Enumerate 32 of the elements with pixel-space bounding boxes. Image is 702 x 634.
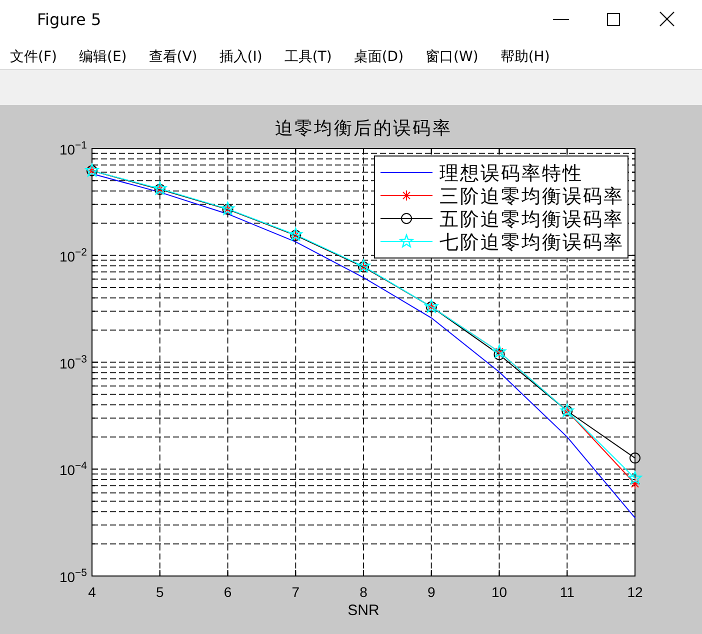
- x-tick-label: 9: [427, 584, 436, 600]
- chart-title: 迫零均衡后的误码率: [274, 118, 452, 139]
- legend-label: 理想误码率特性: [440, 162, 583, 184]
- x-tick-label: 4: [88, 584, 96, 600]
- text: 桌面(D): [354, 49, 404, 65]
- x-axis-title: SNR: [348, 602, 380, 619]
- x-tick-label: 5: [156, 584, 164, 600]
- text: 查看(V): [148, 49, 198, 65]
- legend-label: 七阶迫零均衡误码率: [440, 232, 624, 254]
- legend-label: 五阶迫零均衡误码率: [440, 208, 624, 230]
- x-tick-label: 11: [560, 584, 575, 600]
- text: 工具(T): [284, 49, 332, 65]
- caption: Figure 5: [37, 10, 102, 29]
- y-tick-label: 10$^{−2}$: [59, 246, 88, 264]
- text: 插入(I): [219, 49, 262, 65]
- point: [628, 471, 642, 484]
- x-tick-label: 7: [292, 584, 300, 600]
- x-tick-label: 6: [224, 584, 232, 600]
- text: 帮助(H): [500, 49, 550, 65]
- text: 文件(F): [10, 49, 57, 65]
- x-tick-label: 8: [360, 584, 368, 600]
- legend-label: 三阶迫零均衡误码率: [440, 186, 624, 208]
- point: [630, 452, 640, 464]
- y-tick-label: 10$^{−4}$: [59, 460, 88, 478]
- point: [630, 478, 640, 490]
- y-tick-label: 10$^{−3}$: [59, 353, 88, 372]
- x-tick-label: 12: [627, 584, 643, 600]
- y-tick-label: 10$^{−1}$: [59, 140, 88, 158]
- text: 编辑(E): [78, 49, 127, 65]
- text: 窗口(W): [426, 49, 478, 65]
- y-tick-label: 10$^{−5}$: [59, 567, 88, 585]
- x-tick-label: 10: [491, 584, 508, 600]
